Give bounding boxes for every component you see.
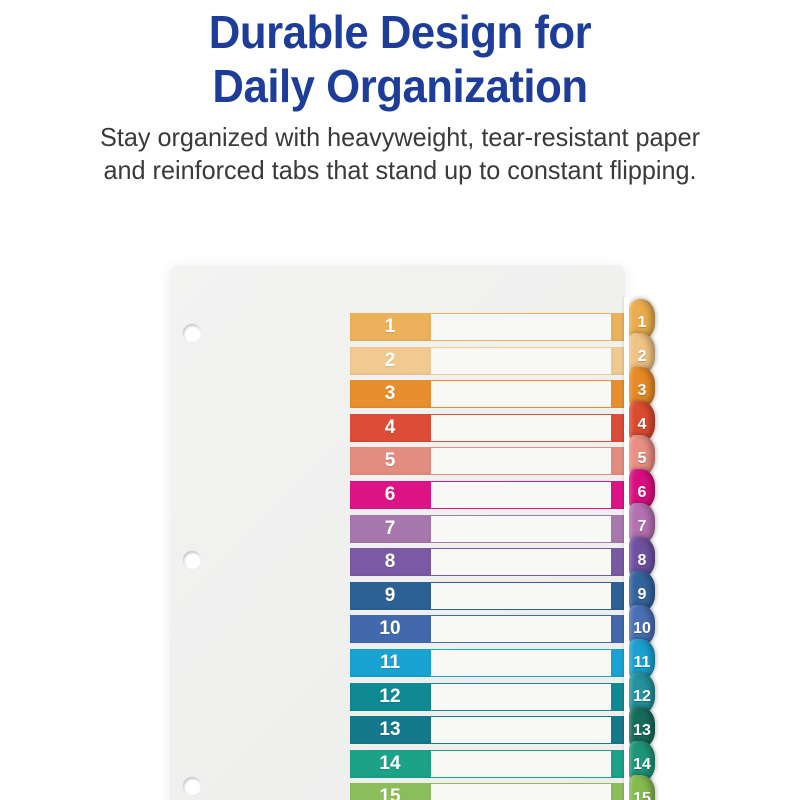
sheet-edge-highlight — [624, 297, 629, 800]
toc-row-7: 7 — [350, 514, 624, 543]
toc-row-blank-line — [430, 380, 612, 409]
toc-row-number: 11 — [350, 648, 430, 677]
punch-hole-top — [183, 324, 201, 342]
edge-tab-14: 14 — [629, 741, 655, 782]
toc-row-12: 12 — [350, 682, 624, 711]
toc-row-2: 2 — [350, 346, 624, 375]
toc-row-number: 12 — [350, 682, 430, 711]
header-copy: Durable Design for Daily Organization St… — [0, 6, 800, 188]
toc-row-blank-line — [430, 514, 612, 543]
toc-row-end-block — [612, 313, 624, 341]
toc-row-10: 10 — [350, 615, 624, 644]
toc-row-number: 6 — [350, 480, 430, 509]
toc-row-end-block — [612, 480, 624, 509]
toc-row-number: 14 — [350, 749, 430, 778]
divider-sheet: 1 2 3 4 5 6 7 8 9 10 11 12 13 14 15 — [170, 265, 625, 800]
toc-row-6: 6 — [350, 480, 624, 509]
subheadline: Stay organized with heavyweight, tear-re… — [0, 121, 800, 189]
toc-row-end-block — [612, 447, 624, 476]
toc-row-blank-line — [430, 313, 612, 341]
toc-row-number: 9 — [350, 581, 430, 610]
toc-row-number: 4 — [350, 413, 430, 442]
toc-row-end-block — [612, 346, 624, 375]
toc-row-end-block — [612, 682, 624, 711]
toc-row-5: 5 — [350, 447, 624, 476]
table-of-contents: 1 2 3 4 5 6 7 8 9 10 11 12 13 14 15 — [350, 313, 624, 800]
subheadline-line1: Stay organized with heavyweight, tear-re… — [99, 121, 701, 152]
toc-row-1: 1 — [350, 313, 624, 341]
toc-row-blank-line — [430, 548, 612, 577]
toc-row-blank-line — [430, 581, 612, 610]
toc-row-13: 13 — [350, 716, 624, 745]
toc-row-3: 3 — [350, 380, 624, 409]
toc-row-end-block — [612, 749, 624, 778]
toc-row-number: 5 — [350, 447, 430, 476]
toc-row-blank-line — [430, 447, 612, 476]
toc-row-blank-line — [430, 346, 612, 375]
toc-row-blank-line — [430, 716, 612, 745]
punch-hole-middle — [183, 551, 201, 569]
toc-row-end-block — [612, 581, 624, 610]
toc-row-number: 10 — [350, 615, 430, 644]
toc-row-4: 4 — [350, 413, 624, 442]
toc-row-15: 15 — [350, 783, 624, 800]
toc-row-11: 11 — [350, 648, 624, 677]
toc-row-blank-line — [430, 682, 612, 711]
headline-line1: Durable Design for — [208, 6, 592, 58]
toc-row-blank-line — [430, 783, 612, 800]
toc-row-number: 1 — [350, 313, 430, 341]
toc-row-number: 15 — [350, 783, 430, 800]
toc-row-14: 14 — [350, 749, 624, 778]
toc-row-blank-line — [430, 413, 612, 442]
toc-row-number: 13 — [350, 716, 430, 745]
toc-row-end-block — [612, 716, 624, 745]
toc-row-end-block — [612, 548, 624, 577]
toc-row-number: 8 — [350, 548, 430, 577]
toc-row-blank-line — [430, 749, 612, 778]
toc-row-end-block — [612, 783, 624, 800]
toc-row-8: 8 — [350, 548, 624, 577]
toc-row-end-block — [612, 615, 624, 644]
toc-row-blank-line — [430, 615, 612, 644]
edge-tab-15: 15 — [629, 775, 655, 800]
toc-row-9: 9 — [350, 581, 624, 610]
subheadline-line2: and reinforced tabs that stand up to con… — [103, 155, 697, 186]
toc-row-number: 7 — [350, 514, 430, 543]
toc-row-end-block — [612, 380, 624, 409]
headline: Durable Design for Daily Organization — [0, 6, 800, 114]
toc-row-blank-line — [430, 480, 612, 509]
toc-row-end-block — [612, 413, 624, 442]
toc-row-number: 2 — [350, 346, 430, 375]
headline-line2: Daily Organization — [212, 59, 588, 112]
toc-row-blank-line — [430, 648, 612, 677]
toc-row-end-block — [612, 514, 624, 543]
toc-row-number: 3 — [350, 380, 430, 409]
tab-bank: 1 2 3 4 5 6 7 8 9 10 11 12 13 14 15 — [629, 299, 655, 800]
punch-hole-bottom — [183, 777, 201, 795]
toc-row-end-block — [612, 648, 624, 677]
